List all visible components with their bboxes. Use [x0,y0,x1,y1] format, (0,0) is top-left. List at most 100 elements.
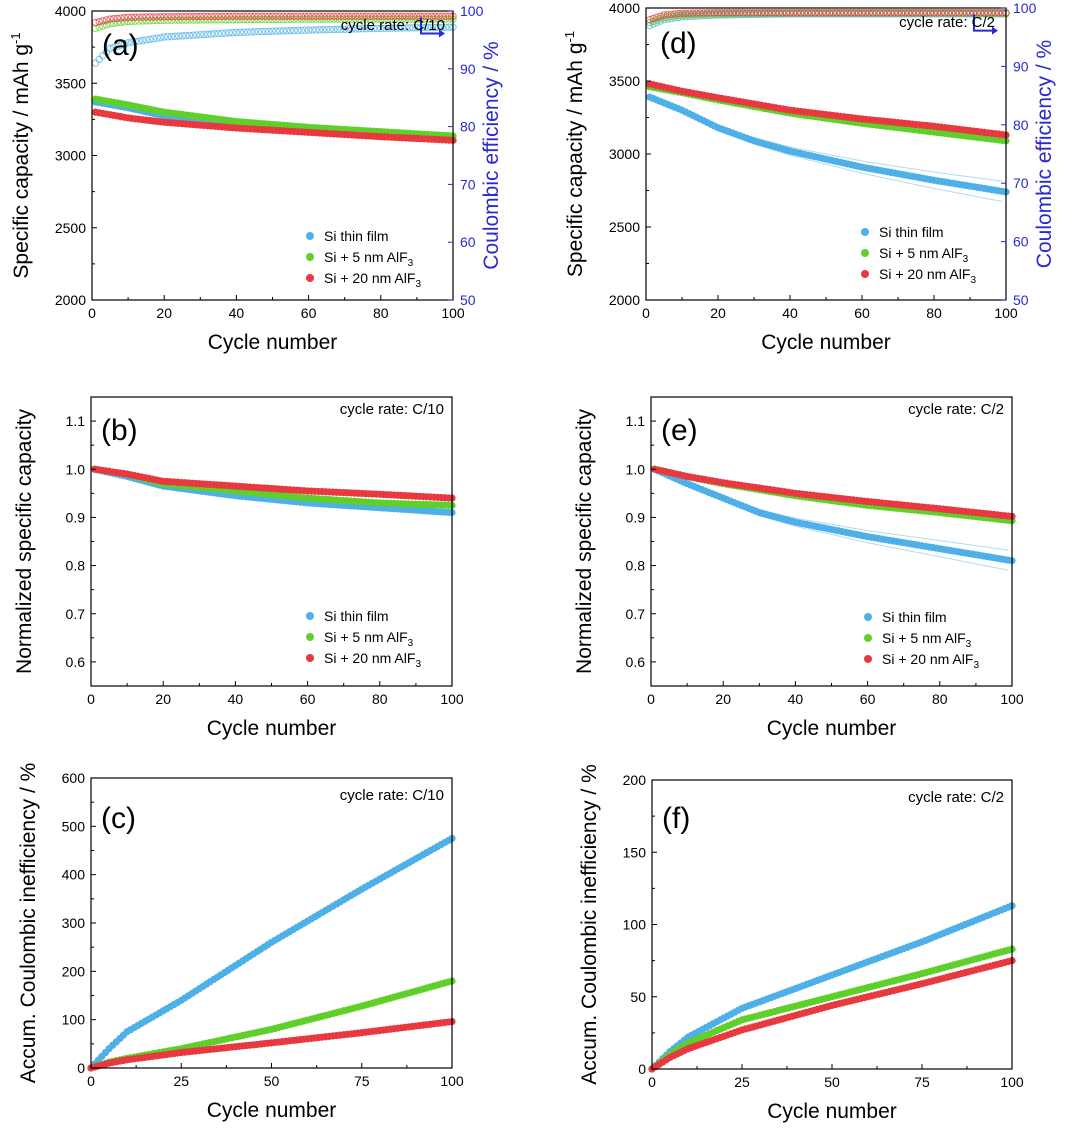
series-2 [646,80,1010,139]
efficiency-point [153,13,161,21]
efficiency-point [164,33,172,41]
y-tick-label: 4000 [609,0,640,16]
efficiency-point [341,12,349,20]
panel-label: (a) [102,29,139,62]
efficiency-point [887,8,895,17]
efficiency-point [250,12,259,20]
efficiency-point [319,26,327,34]
efficiency-point [671,10,679,18]
efficiency-point [286,12,295,20]
x-tick-label: 20 [715,691,731,707]
efficiency-point [189,12,197,21]
efficiency-point [294,26,302,35]
legend-marker [306,654,314,662]
efficiency-point [218,12,226,21]
efficiency-point [678,9,686,17]
y-axis-title: Normalized specific capacity [13,409,36,674]
x-tick-label: 50 [824,1074,840,1090]
legend-entry: Si + 5 nm AlF3 [879,245,969,265]
efficiency-point [395,12,403,20]
efficiency-point [182,31,190,40]
efficiency-point [710,9,719,17]
efficiency-point [427,12,436,20]
efficiency-point [218,29,226,38]
efficiency-point [369,24,378,33]
efficiency-point [750,8,758,17]
y-axis-title: Accum. Coulombic inefficiency / % [17,763,40,1084]
efficiency-point [261,27,269,36]
efficiency-point [131,37,140,46]
efficiency-point [106,15,114,23]
efficiency-point [207,12,215,21]
efficiency-point [304,26,313,34]
series-0 [87,834,456,1072]
efficiency-point [427,23,436,32]
efficiency-point [211,30,219,38]
y2-tick-label: 70 [460,176,476,192]
x-tick-label: 40 [782,305,798,321]
x-tick-label: 80 [373,305,389,321]
efficiency-point [113,19,121,27]
y2-tick-label: 80 [1013,117,1029,133]
series-2 [92,108,457,144]
efficiency-point [113,14,121,23]
arrow-head-icon [992,26,998,35]
efficiency-point [398,24,407,32]
efficiency-point [171,12,179,21]
efficiency-point [128,38,136,46]
efficiency-point [272,12,280,20]
x-tick-label: 0 [87,1073,95,1089]
y-tick-label: 1.1 [66,413,86,429]
efficiency-point [431,23,439,32]
efficiency-point [128,13,136,22]
efficiency-point [926,8,935,17]
y-tick-label: 2000 [609,292,640,308]
x-tick-label: 100 [1000,1074,1024,1090]
series-points-f [648,902,1016,1073]
y-tick-label: 4000 [55,3,86,19]
efficiency-point [858,8,866,17]
efficiency-point [257,12,266,20]
y-tick-label: 1.0 [626,461,646,477]
efficiency-point [391,12,399,20]
efficiency-point [951,8,960,17]
efficiency-point [297,26,306,35]
efficiency-point [380,24,389,32]
efficiency-point [804,8,812,17]
cycle-rate-label: cycle rate: C/2 [908,401,1004,418]
efficiency-point [424,23,432,32]
x-tick-label: 60 [854,305,870,321]
efficiency-point [725,8,733,17]
efficiency-point [301,26,309,34]
y-tick-label: 0 [638,1061,646,1077]
y-tick-label: 600 [62,770,86,786]
x-tick-label: 60 [860,691,876,707]
arrow-head-icon [439,29,445,38]
x-tick-label: 20 [155,691,171,707]
efficiency-point [221,29,230,37]
legend-marker [864,634,872,642]
efficiency-point [268,27,277,35]
efficiency-point [362,24,371,33]
y-axis-title: Accum. Coulombic inefficiency / % [578,764,601,1085]
efficiency-point [753,8,762,17]
efficiency-point [203,12,212,21]
y2-tick-label: 90 [460,61,476,77]
efficiency-point [869,8,877,17]
efficiency-point [413,12,421,20]
efficiency-point [326,12,334,20]
efficiency-point [359,12,367,20]
efficiency-point [714,8,722,17]
efficiency-point [236,12,244,20]
efficiency-point [276,12,284,20]
efficiency-point [142,13,150,21]
efficiency-point [685,9,693,17]
x-tick-label: 0 [642,305,650,321]
efficiency-point [366,24,374,33]
efficiency-point [366,12,374,20]
efficiency-point [905,8,913,17]
efficiency-point [948,8,956,17]
efficiency-point [109,19,118,27]
